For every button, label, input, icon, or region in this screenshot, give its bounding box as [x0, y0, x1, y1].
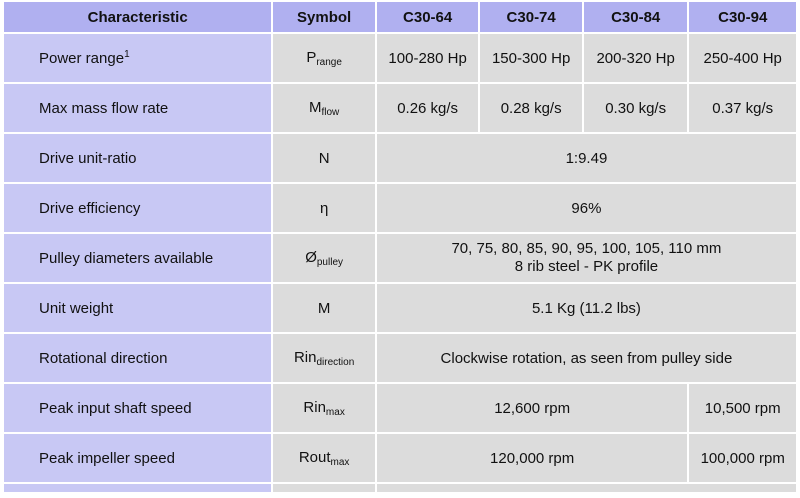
- cell-value: 100,000 rpm: [689, 434, 796, 482]
- row-label: Unit weight: [4, 284, 272, 332]
- row-label: Drive unit-ratio: [4, 134, 272, 182]
- symbol-base: Rin: [293, 348, 317, 366]
- table-row: Drive unit-ratio N 1:9.49: [4, 134, 796, 182]
- symbol-base: P: [306, 48, 317, 66]
- row-symbol: Routmax: [273, 434, 375, 482]
- table-row: Peak input shaft speed Rinmax 12,600 rpm…: [4, 384, 796, 432]
- table-row: Peak impeller speed Routmax 120,000 rpm …: [4, 434, 796, 482]
- cell-value: 200-320 Hp: [583, 34, 688, 82]
- row-label-empty: [4, 484, 272, 492]
- symbol-base: Rin: [303, 398, 326, 416]
- label-text: Power range: [39, 50, 125, 67]
- footnote-marker: 1: [124, 49, 130, 60]
- row-label: Max mass flow rate: [4, 84, 272, 132]
- cell-value-empty: [376, 484, 796, 492]
- cell-value: Clockwise rotation, as seen from pulley …: [376, 334, 796, 382]
- cell-value: 0.28 kg/s: [480, 84, 582, 132]
- row-label: Peak input shaft speed: [4, 384, 272, 432]
- row-label: Drive efficiency: [4, 184, 272, 232]
- row-symbol: Øpulley: [273, 234, 375, 282]
- row-symbol: N: [273, 134, 375, 182]
- header-symbol: Symbol: [273, 2, 375, 32]
- symbol-subscript: max: [325, 406, 345, 418]
- row-symbol: Rindirection: [273, 334, 375, 382]
- cell-value: 0.37 kg/s: [689, 84, 796, 132]
- header-c30-94: C30-94: [689, 2, 796, 32]
- symbol-subscript: flow: [321, 106, 340, 118]
- header-c30-64: C30-64: [376, 2, 479, 32]
- table-row: Drive efficiency η 96%: [4, 184, 796, 232]
- row-label: Pulley diameters available: [4, 234, 272, 282]
- pulley-diameters-text: 70, 75, 80, 85, 90, 95, 100, 105, 110 mm: [451, 240, 722, 257]
- table-row: Rotational direction Rindirection Clockw…: [4, 334, 796, 382]
- symbol-subscript: max: [330, 456, 350, 468]
- header-row: Characteristic Symbol C30-64 C30-74 C30-…: [4, 2, 796, 32]
- row-symbol: η: [273, 184, 375, 232]
- symbol-base: M: [308, 98, 322, 116]
- symbol-subscript: direction: [316, 356, 355, 368]
- cell-value: 70, 75, 80, 85, 90, 95, 100, 105, 110 mm…: [376, 234, 796, 282]
- row-symbol: Mflow: [273, 84, 375, 132]
- header-c30-84: C30-84: [583, 2, 688, 32]
- cell-value: 96%: [376, 184, 796, 232]
- symbol-base: Rout: [298, 448, 331, 466]
- row-symbol: Prange: [273, 34, 375, 82]
- header-characteristic: Characteristic: [4, 2, 272, 32]
- row-label: Peak impeller speed: [4, 434, 272, 482]
- symbol-subscript: range: [316, 56, 342, 68]
- table-row-cutoff: [4, 484, 796, 492]
- cell-value: 150-300 Hp: [480, 34, 582, 82]
- pulley-profile-text: 8 rib steel - PK profile: [514, 258, 659, 275]
- table-row: Pulley diameters available Øpulley 70, 7…: [4, 234, 796, 282]
- cell-value: 250-400 Hp: [689, 34, 796, 82]
- table-row: Power range1 Prange 100-280 Hp 150-300 H…: [4, 34, 796, 82]
- cell-value: 10,500 rpm: [689, 384, 796, 432]
- symbol-subscript: pulley: [316, 256, 344, 268]
- cell-value: 100-280 Hp: [376, 34, 479, 82]
- table-row: Max mass flow rate Mflow 0.26 kg/s 0.28 …: [4, 84, 796, 132]
- cell-value: 12,600 rpm: [376, 384, 688, 432]
- cell-value: 0.30 kg/s: [583, 84, 688, 132]
- cell-value: 5.1 Kg (11.2 lbs): [376, 284, 796, 332]
- cell-value: 1:9.49: [376, 134, 796, 182]
- symbol-base: Ø: [305, 248, 317, 266]
- cell-value: 0.26 kg/s: [376, 84, 479, 132]
- header-c30-74: C30-74: [480, 2, 582, 32]
- row-symbol: Rinmax: [273, 384, 375, 432]
- table-row: Unit weight M 5.1 Kg (11.2 lbs): [4, 284, 796, 332]
- row-label: Rotational direction: [4, 334, 272, 382]
- row-label: Power range1: [4, 34, 272, 82]
- row-symbol: M: [273, 284, 375, 332]
- row-symbol-empty: [273, 484, 375, 492]
- cell-value: 120,000 rpm: [376, 434, 688, 482]
